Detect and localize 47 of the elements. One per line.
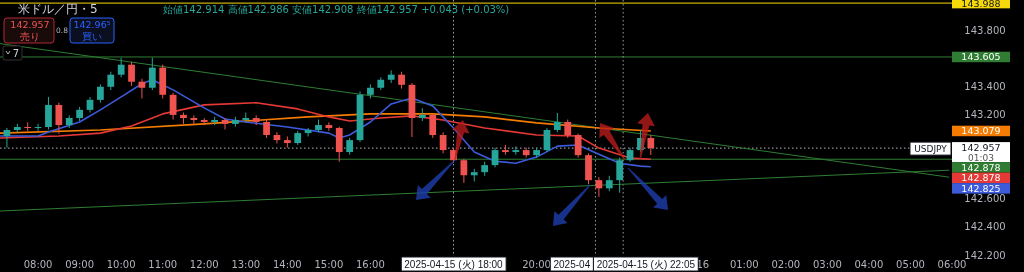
ref-line-label: 143.605 bbox=[961, 51, 1001, 63]
crosshair-label: 2025-04-15 (火) 22:05 bbox=[592, 256, 699, 272]
x-tick-label: 09:00 bbox=[65, 259, 95, 270]
x-tick-label: 12:00 bbox=[189, 259, 219, 270]
annotation: 142.957 bbox=[10, 19, 50, 30]
annotation: 142.96⁵ bbox=[73, 19, 111, 30]
y-tick-label: 142.400 bbox=[964, 221, 1006, 233]
price-tag: 143.988 bbox=[952, 0, 1010, 9]
ref-line-label: 2025-04-15 (火) 18:00 bbox=[404, 259, 504, 270]
x-tick-label: 05:00 bbox=[896, 259, 925, 270]
x-tick-label: 03:00 bbox=[812, 259, 842, 270]
x-tick-label: 06:00 bbox=[937, 259, 967, 270]
price-tag: 142.878 bbox=[952, 161, 1010, 173]
crosshair-label: 2025-04 bbox=[549, 256, 594, 272]
crosshair-label: 2025-04-15 (火) 18:00 bbox=[400, 256, 507, 272]
ref-line-label: 142.878 bbox=[961, 161, 1001, 173]
ref-line-label: 142.957 bbox=[961, 142, 1001, 154]
x-tick-label: 16:00 bbox=[356, 259, 385, 270]
x-tick-label: 08:00 bbox=[23, 259, 53, 270]
x-tick-label: 04:00 bbox=[854, 259, 884, 270]
y-tick-label: 142.600 bbox=[964, 193, 1006, 205]
annotation: 買い bbox=[82, 31, 102, 42]
y-tick-label: 143.800 bbox=[964, 24, 1006, 36]
ref-line-label: 2025-04-15 (火) 22:05 bbox=[596, 259, 696, 270]
x-tick-label: 10:00 bbox=[106, 259, 136, 270]
x-tick-label: 20:00 bbox=[522, 259, 551, 270]
annotation: 始値142.914 高値142.986 安値142.908 終値142.957 +0.043 (+0.03%) bbox=[163, 4, 510, 15]
y-tick-label: 143.400 bbox=[964, 80, 1006, 92]
annotation: 売り bbox=[20, 31, 40, 42]
y-tick-label: 143.200 bbox=[964, 108, 1006, 120]
x-tick-label: 01:00 bbox=[729, 259, 759, 270]
annotation: 7 bbox=[12, 48, 20, 59]
price-tag: 143.079 bbox=[952, 125, 1010, 137]
annotation: USDJPY bbox=[914, 144, 948, 155]
x-tick-label: 16 bbox=[696, 259, 710, 270]
chart-title: 米ドル／円・5 bbox=[18, 2, 98, 16]
x-tick-label: 11:00 bbox=[148, 259, 178, 270]
ref-line-label: 2025-04 bbox=[553, 259, 591, 270]
price-tag: 142.825 bbox=[952, 182, 1010, 194]
price-tag: 143.605 bbox=[952, 51, 1010, 63]
x-tick-label: 02:00 bbox=[771, 259, 801, 270]
x-tick-label: 15:00 bbox=[314, 259, 344, 270]
price-tag: 142.878 bbox=[952, 172, 1010, 184]
ref-line-label: 143.988 bbox=[961, 0, 1001, 9]
x-tick-label: 13:00 bbox=[231, 259, 261, 270]
x-tick-label: 14:00 bbox=[272, 259, 302, 270]
y-tick-label: 142.200 bbox=[964, 249, 1006, 261]
